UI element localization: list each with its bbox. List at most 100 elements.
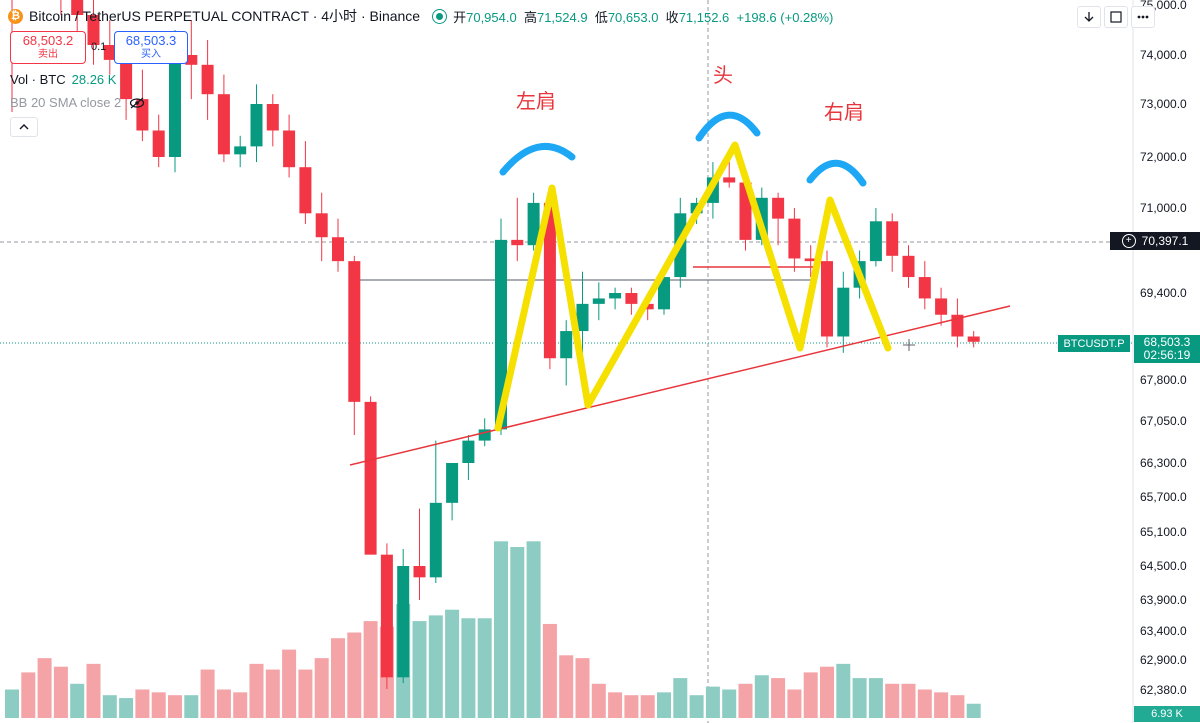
candle-body (902, 255, 915, 278)
volume-bar (216, 689, 231, 718)
price-tick-label: 62,900.0 (1140, 653, 1187, 667)
sell-price: 68,503.2 (22, 32, 74, 48)
price-tick-label: 73,000.0 (1140, 97, 1187, 111)
candle-body (380, 554, 393, 678)
volume-bar (37, 658, 52, 718)
candle-body (120, 59, 133, 100)
volume-bar (200, 669, 215, 718)
volume-bar (559, 655, 574, 718)
volume-bar (657, 692, 671, 718)
volume-bar (575, 658, 590, 718)
volume-bar (168, 695, 182, 718)
plus-icon[interactable]: + (1121, 234, 1136, 248)
volume-bar (917, 689, 932, 718)
price-tick-label: 74,000.0 (1140, 48, 1187, 62)
candle-body (152, 130, 165, 157)
bollinger-legend[interactable]: BB 20 SMA close 2 (10, 95, 145, 110)
right-shoulder-arc (806, 159, 867, 187)
volume-bar (738, 683, 753, 718)
right-shoulder-label: 右肩 (824, 100, 864, 124)
candle-body (886, 221, 899, 256)
volume-bar (347, 632, 362, 718)
price-tick-label: 65,700.0 (1140, 490, 1187, 504)
volume-bar (461, 618, 476, 718)
candle-body (511, 239, 524, 246)
candle-body (87, 15, 100, 45)
volume-bar (233, 692, 248, 718)
candle-body (136, 99, 149, 131)
volume-bar (428, 615, 443, 718)
candle-body (772, 197, 785, 219)
symbol-title[interactable]: Bitcoin / TetherUS PERPETUAL CONTRACT · … (29, 8, 421, 24)
candle-body (250, 104, 263, 147)
high-value: 71,524.9 (536, 9, 588, 25)
volume-bar (184, 695, 199, 718)
close-value: 71,152.6 (678, 9, 730, 25)
arrow-down-icon (1084, 12, 1094, 22)
volume-bar (885, 683, 900, 718)
volume-bar (21, 672, 36, 718)
spread-value: 0.1 (91, 41, 107, 53)
candle-body (495, 239, 507, 430)
head-arc (695, 111, 761, 142)
volume-bar (494, 541, 508, 718)
volume-bar (542, 623, 557, 718)
volume-bar (689, 695, 704, 718)
volume-bar (526, 541, 541, 718)
buy-price: 68,503.3 (125, 32, 177, 48)
volume-bar (901, 683, 916, 718)
candle-body (527, 202, 540, 246)
eye-hidden-icon[interactable] (129, 97, 145, 109)
candle-body (217, 94, 230, 155)
volume-bar (249, 663, 264, 718)
candle-body (821, 261, 833, 337)
head-shoulders-pattern (494, 141, 892, 432)
candle-body (332, 237, 344, 262)
candle-body (266, 104, 279, 131)
candle-body (315, 213, 328, 238)
change-value: +198.6 (+0.28%) (736, 9, 834, 25)
more-button[interactable] (1131, 6, 1155, 28)
open-value: 70,954.0 (466, 9, 517, 25)
candle-body (429, 502, 442, 578)
candle-body (625, 293, 638, 304)
volume-value: 28.26 K (71, 72, 117, 87)
candle-body (918, 277, 931, 299)
candle-body (658, 277, 670, 310)
candle-body (478, 429, 491, 441)
download-button[interactable] (1077, 6, 1101, 28)
price-tick-label: 72,000.0 (1140, 150, 1187, 164)
volume-bar (673, 678, 688, 718)
volume-bar (754, 675, 769, 718)
volume-label: Vol · BTC (10, 72, 66, 87)
candle-body (951, 314, 964, 337)
candle-body (592, 298, 605, 304)
square-icon (1110, 11, 1122, 23)
volume-legend[interactable]: Vol · BTC 28.26 K (10, 72, 116, 87)
collapse-legend-button[interactable] (10, 117, 38, 137)
low-value: 70,653.0 (607, 9, 659, 25)
candle-body (804, 258, 817, 262)
candle-body (397, 566, 410, 678)
fullscreen-button[interactable] (1104, 6, 1128, 28)
candle-body (71, 0, 84, 15)
support-trendline (349, 305, 1011, 466)
candle-body (967, 336, 980, 342)
volume-bar (119, 698, 134, 718)
volume-bar (640, 695, 655, 718)
buy-button[interactable]: 68,503.3 买入 (114, 31, 188, 64)
volume-bar (722, 689, 737, 718)
sell-button[interactable]: 68,503.2 卖出 (10, 31, 86, 64)
left-shoulder-arc (499, 142, 576, 176)
bar-countdown: 02:56:19 (1143, 348, 1191, 362)
volume-bar (868, 678, 883, 718)
last-price-label: 68,503.3 02:56:19 (1134, 335, 1200, 363)
candle-body (364, 401, 377, 555)
volume-bar (934, 692, 949, 718)
candle-body (560, 331, 573, 359)
volume-last-label: 6.93 K (1134, 706, 1200, 722)
volume-bar (591, 683, 606, 718)
symbol-tag: BTCUSDT.P (1058, 335, 1130, 352)
head-label: 头 (713, 63, 733, 87)
